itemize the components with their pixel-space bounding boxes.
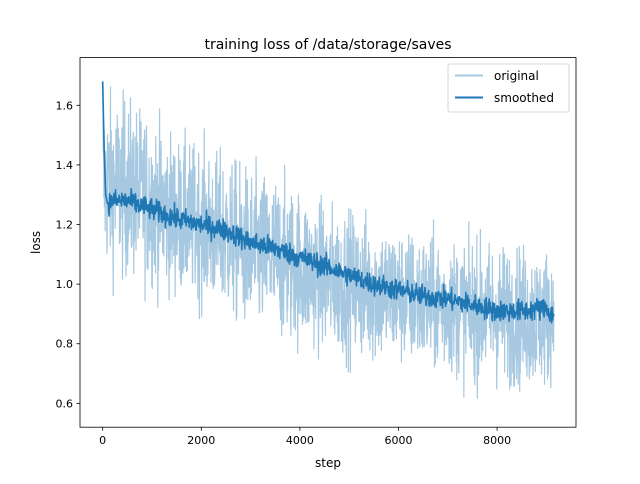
y-tick-label: 0.8 — [56, 338, 74, 351]
x-axis-label: step — [315, 456, 341, 470]
x-tick-label: 8000 — [483, 434, 511, 447]
y-axis-label: loss — [29, 231, 43, 254]
x-tick-label: 4000 — [286, 434, 314, 447]
y-tick-label: 0.6 — [56, 397, 74, 410]
legend: original smoothed — [447, 63, 570, 113]
y-axis: 0.6 0.8 1.0 1.2 1.4 1.6 — [56, 99, 80, 410]
legend-label-original: original — [494, 69, 539, 83]
y-tick-label: 1.4 — [56, 159, 74, 172]
x-tick-label: 0 — [99, 434, 106, 447]
x-axis: 0 2000 4000 6000 8000 — [99, 427, 511, 447]
series-smoothed-line — [101, 81, 555, 324]
series-original-line — [102, 80, 555, 399]
x-tick-label: 6000 — [385, 434, 413, 447]
plot-area — [101, 80, 555, 399]
chart-title: training loss of /data/storage/saves — [204, 37, 451, 53]
y-tick-label: 1.0 — [56, 278, 74, 291]
x-tick-label: 2000 — [187, 434, 215, 447]
axes-frame — [79, 57, 577, 428]
y-tick-label: 1.2 — [56, 219, 74, 232]
y-tick-label: 1.6 — [56, 99, 74, 112]
legend-label-smoothed: smoothed — [494, 91, 554, 105]
